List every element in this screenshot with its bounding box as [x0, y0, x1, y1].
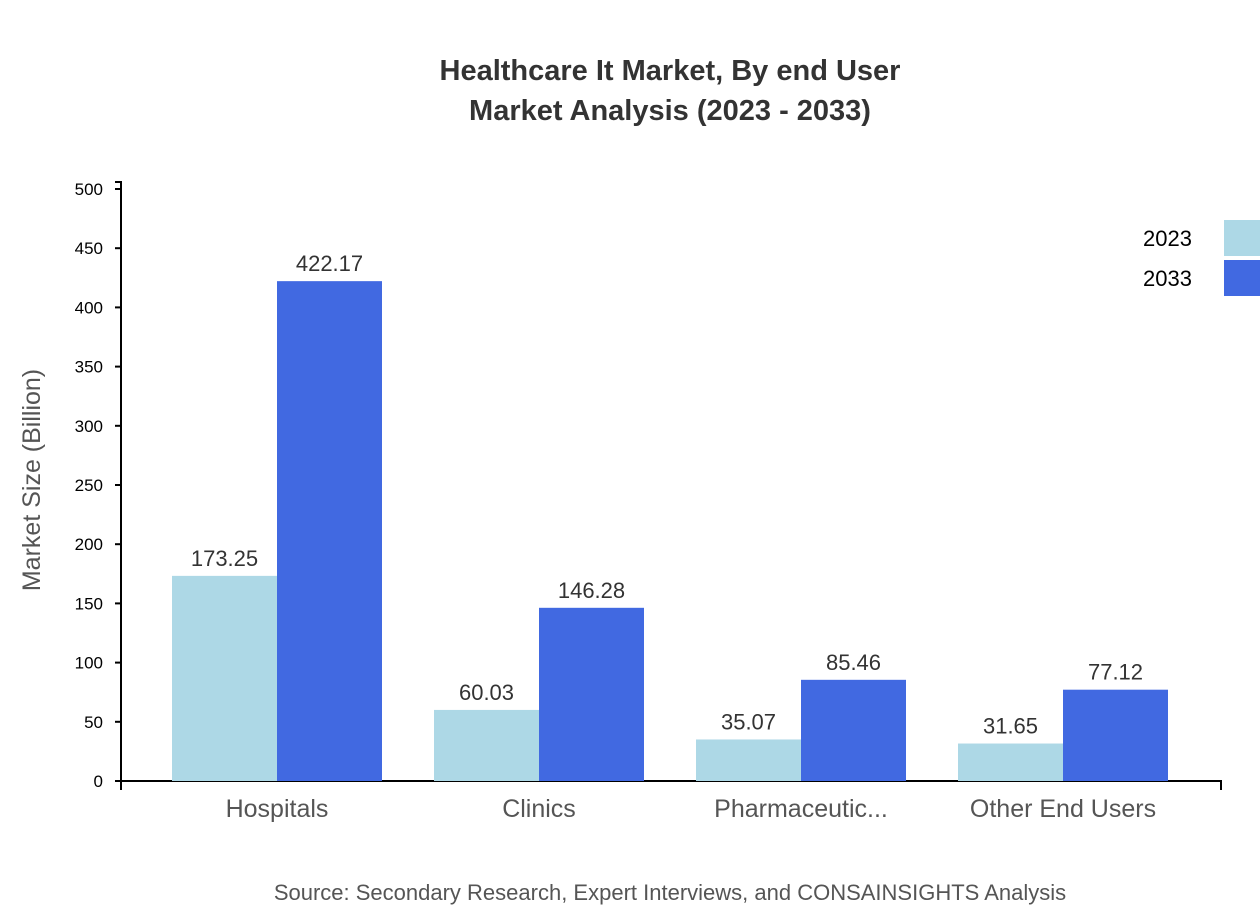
bar-2023: [434, 709, 539, 781]
x-tick-label: Pharmaceutic...: [714, 795, 888, 823]
y-tick-label: 450: [75, 239, 103, 258]
legend-label: 2033: [1143, 266, 1192, 291]
x-tick-label: Other End Users: [970, 795, 1156, 823]
data-label: 173.25: [191, 546, 258, 571]
data-label: 31.65: [983, 714, 1038, 739]
bar-2033: [539, 607, 644, 781]
legend-swatch-2023: [1224, 220, 1260, 256]
data-label: 422.17: [296, 251, 363, 276]
y-tick-label: 100: [75, 654, 103, 673]
x-tick-label: Hospitals: [226, 795, 329, 823]
bar-2033: [1063, 689, 1168, 781]
y-tick-label: 50: [84, 713, 103, 732]
x-tick-label: Clinics: [502, 795, 576, 823]
y-tick-label: 350: [75, 358, 103, 377]
source-note: Source: Secondary Research, Expert Inter…: [274, 880, 1066, 905]
data-label: 60.03: [459, 680, 514, 705]
bar-2023: [958, 743, 1063, 781]
legend-label: 2023: [1143, 226, 1192, 251]
bar-2033: [801, 679, 906, 781]
bar-2023: [696, 739, 801, 781]
y-tick-label: 150: [75, 594, 103, 613]
y-tick-label: 500: [75, 180, 103, 199]
y-tick-label: 400: [75, 298, 103, 317]
y-tick-label: 200: [75, 535, 103, 554]
data-label: 77.12: [1088, 660, 1143, 685]
y-axis-label: Market Size (Billion): [18, 369, 46, 591]
chart-subtitle: Market Analysis (2023 - 2033): [469, 95, 871, 127]
data-label: 85.46: [826, 650, 881, 675]
bar-2033: [277, 281, 382, 781]
y-tick-label: 0: [94, 772, 103, 791]
data-label: 146.28: [558, 578, 625, 603]
chart-title: Healthcare It Market, By end User: [440, 55, 901, 87]
bar-2023: [172, 575, 277, 781]
y-tick-label: 250: [75, 476, 103, 495]
data-label: 35.07: [721, 709, 776, 734]
legend-swatch-2033: [1224, 260, 1260, 296]
y-tick-label: 300: [75, 417, 103, 436]
